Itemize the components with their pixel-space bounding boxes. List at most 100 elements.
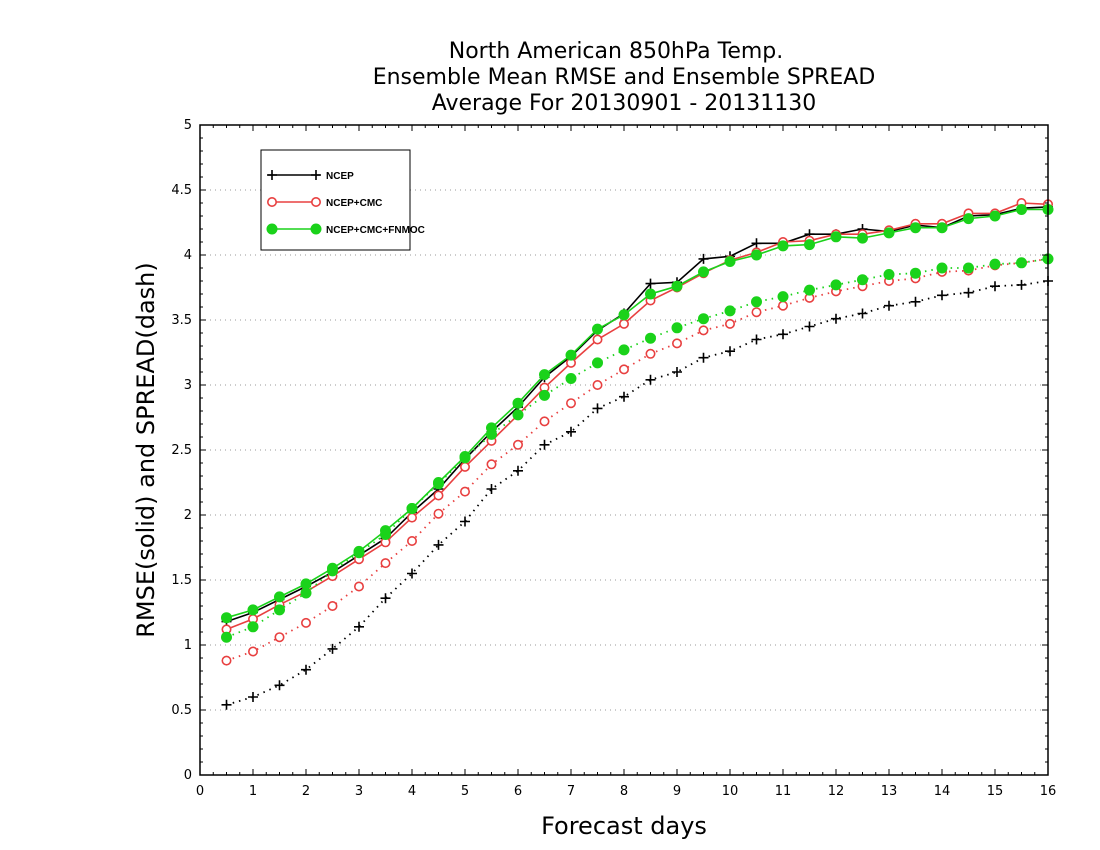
data-point-ncep-cmc-fnmoc-rmse (671, 280, 683, 292)
data-point-ncep-spread (433, 539, 444, 550)
legend-label: NCEP+CMC+FNMOC (326, 225, 425, 236)
data-point-ncep-cmc-rmse (618, 318, 629, 329)
data-point-ncep-cmc-fnmoc-spread (618, 344, 630, 356)
data-point-ncep-cmc-fnmoc-spread (300, 587, 312, 599)
data-point-ncep-cmc-fnmoc-spread (804, 284, 815, 296)
data-point-ncep-rmse (645, 278, 656, 289)
y-tick-label: 0 (184, 768, 192, 783)
x-axis: 0 1 2 3 4 5 6 7 8 9 10 11 12 13 14 15 16 (196, 125, 1056, 799)
data-point-ncep-cmc-fnmoc-rmse (724, 256, 736, 267)
data-point-ncep-spread (619, 391, 629, 402)
data-point-ncep-spread (486, 484, 497, 494)
data-point-ncep-cmc-fnmoc-rmse (353, 545, 365, 557)
data-point-ncep-spread (566, 426, 576, 437)
legend: NCEP NCEP+CMC NCEP+CMC+FNMOC (260, 149, 425, 251)
data-point-ncep-cmc-spread (459, 486, 470, 497)
data-point-ncep-spread (910, 296, 921, 307)
x-tick-label: 16 (1040, 784, 1057, 799)
x-tick-label: 6 (514, 784, 522, 799)
data-point-ncep-cmc-spread (671, 338, 682, 349)
data-point-ncep-cmc-fnmoc-spread (221, 631, 232, 643)
x-tick-label: 2 (302, 784, 310, 799)
x-tick-label: 9 (673, 784, 681, 799)
data-point-ncep-cmc-rmse (592, 334, 603, 345)
y-tick-label: 1.5 (171, 573, 192, 588)
data-point-ncep-spread (963, 287, 974, 298)
x-tick-label: 5 (461, 784, 469, 799)
data-point-ncep-cmc-fnmoc-spread (830, 279, 842, 291)
data-point-ncep-spread (831, 313, 841, 324)
y-tick-label: 3 (184, 378, 192, 393)
data-point-ncep-cmc-spread (274, 632, 285, 643)
legend-label: NCEP+CMC (326, 198, 382, 209)
series-line-ncep-cmc-spread (226, 258, 1049, 662)
data-point-ncep-spread (778, 329, 788, 340)
data-point-ncep-rmse (751, 238, 762, 249)
data-point-ncep-spread (380, 593, 391, 604)
data-point-ncep-cmc-fnmoc-rmse (539, 369, 550, 381)
data-point-ncep-spread (539, 439, 550, 450)
data-point-ncep-cmc-fnmoc-spread (274, 604, 285, 616)
series-layer (221, 198, 1054, 710)
x-tick-label: 1 (249, 784, 257, 799)
series-ncep-spread (221, 276, 1053, 710)
data-point-ncep-cmc-fnmoc-rmse (751, 249, 762, 261)
data-point-ncep-spread (460, 516, 470, 527)
data-point-ncep-spread (884, 300, 894, 311)
series-ncep-cmc-spread (221, 253, 1054, 666)
x-tick-label: 12 (828, 784, 845, 799)
x-tick-label: 15 (987, 784, 1004, 799)
x-tick-label: 10 (722, 784, 739, 799)
data-point-ncep-cmc-fnmoc-rmse (857, 232, 868, 244)
data-point-ncep-cmc-rmse (459, 461, 470, 472)
data-point-ncep-spread (592, 403, 603, 414)
data-point-ncep-cmc-fnmoc-spread (777, 291, 789, 303)
data-point-ncep-spread (1016, 279, 1027, 290)
data-point-ncep-cmc-spread (221, 655, 232, 666)
x-tick-label: 13 (881, 784, 898, 799)
data-point-ncep-cmc-fnmoc-rmse (989, 210, 1001, 222)
data-point-ncep-spread (725, 346, 735, 357)
series-ncep-rmse (221, 201, 1053, 627)
data-point-ncep-spread (990, 281, 1000, 292)
data-point-ncep-spread (672, 367, 682, 377)
data-point-ncep-cmc-spread (327, 600, 338, 611)
data-point-ncep-spread (327, 643, 338, 654)
data-point-ncep-cmc-fnmoc-spread (724, 305, 736, 317)
data-point-ncep-cmc-fnmoc-rmse (963, 213, 974, 225)
data-point-ncep-cmc-fnmoc-rmse (1016, 204, 1027, 215)
data-point-ncep-cmc-fnmoc-rmse (274, 591, 285, 603)
y-tick-label: 4 (184, 248, 192, 263)
legend-marker (311, 170, 321, 180)
series-ncep-cmc-rmse (221, 198, 1054, 635)
data-point-ncep-cmc-fnmoc-rmse (512, 397, 524, 409)
data-point-ncep-cmc-fnmoc-spread (698, 313, 709, 325)
x-tick-label: 7 (567, 784, 575, 799)
data-point-ncep-cmc-fnmoc-rmse (830, 231, 842, 243)
data-point-ncep-cmc-fnmoc-spread (751, 296, 762, 308)
data-point-ncep-cmc-fnmoc-rmse (645, 288, 656, 300)
data-point-ncep-spread (513, 465, 523, 476)
data-point-ncep-cmc-rmse (406, 512, 417, 523)
data-point-ncep-cmc-fnmoc-rmse (698, 266, 709, 278)
data-point-ncep-cmc-fnmoc-spread (989, 258, 1001, 270)
data-point-ncep-cmc-fnmoc-spread (247, 621, 259, 633)
chart-title-line-3: Average For 20130901 - 20131130 (432, 91, 817, 116)
data-point-ncep-cmc-spread (512, 439, 523, 450)
series-ncep-cmc-fnmoc-rmse (221, 204, 1054, 624)
data-point-ncep-cmc-fnmoc-spread (645, 332, 656, 344)
x-tick-label: 4 (408, 784, 416, 799)
data-point-ncep-spread (221, 699, 232, 710)
data-point-ncep-cmc-fnmoc-spread (565, 373, 577, 384)
x-tick-label: 0 (196, 784, 204, 799)
data-point-ncep-cmc-spread (698, 325, 709, 336)
data-point-ncep-cmc-fnmoc-spread (592, 357, 603, 369)
data-point-ncep-cmc-fnmoc-rmse (777, 240, 789, 252)
data-point-ncep-spread (645, 374, 656, 385)
data-point-ncep-rmse (698, 253, 709, 264)
series-line-ncep-cmc-fnmoc-spread (226, 258, 1049, 639)
data-point-ncep-spread (274, 680, 285, 691)
data-point-ncep-cmc-fnmoc-rmse (459, 451, 471, 462)
data-point-ncep-cmc-fnmoc-rmse (883, 227, 895, 239)
